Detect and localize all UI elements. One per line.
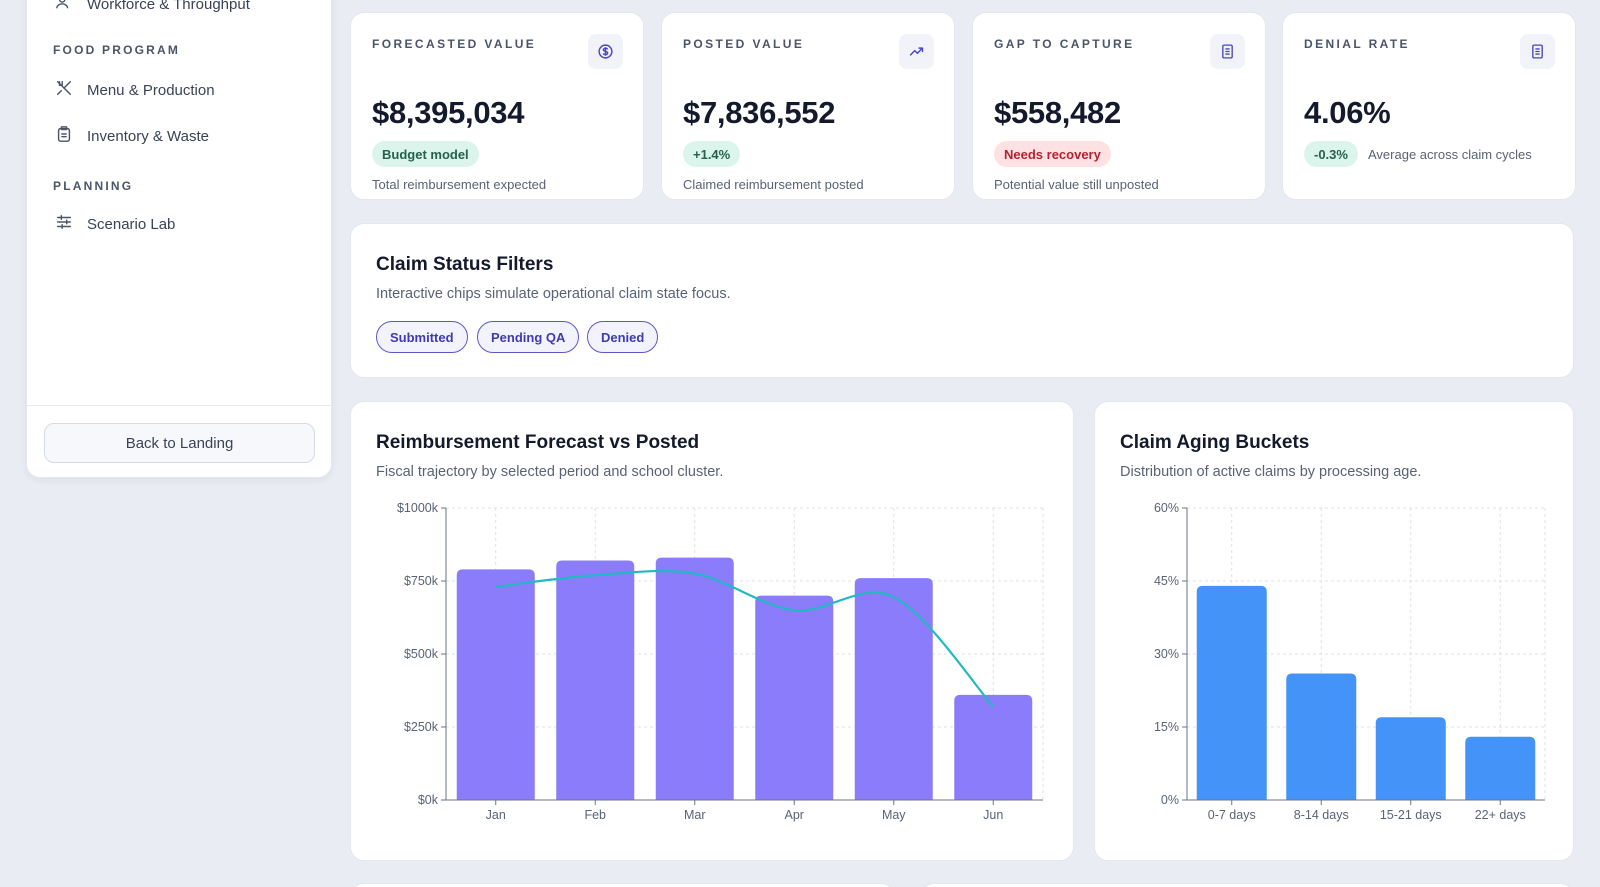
document-icon (1520, 34, 1555, 69)
x-tick-label: Feb (584, 808, 606, 822)
trending-up-icon (899, 34, 934, 69)
chart-title: Reimbursement Forecast vs Posted (376, 432, 700, 453)
next-card-peek (350, 883, 895, 887)
kpi-card-forecasted-value: FORECASTED VALUE $8,395,034 Budget model… (350, 12, 644, 200)
sidebar-item-label: Inventory & Waste (87, 127, 209, 145)
y-tick-label: $1000k (397, 501, 439, 515)
claim-aging-chart-card: Claim Aging Buckets Distribution of acti… (1094, 401, 1574, 861)
users-icon (55, 0, 73, 15)
x-tick-label: 22+ days (1475, 808, 1526, 822)
chart-title: Claim Aging Buckets (1120, 432, 1310, 453)
chart-subtitle: Distribution of active claims by process… (1120, 464, 1422, 480)
y-tick-label: $500k (404, 647, 439, 661)
filter-chip-submitted[interactable]: Submitted (376, 321, 468, 353)
chart-bar (755, 595, 834, 800)
chart-bar (456, 569, 535, 800)
x-tick-label: May (882, 808, 906, 822)
kpi-description: Claimed reimbursement posted (683, 177, 864, 192)
x-tick-label: Mar (684, 808, 706, 822)
kpi-description: Total reimbursement expected (372, 177, 547, 192)
utensils-icon (55, 79, 73, 101)
status-badge: Needs recovery (994, 141, 1111, 167)
status-badge: +1.4% (683, 141, 741, 167)
filter-chip-denied[interactable]: Denied (587, 321, 659, 353)
x-tick-label: 15-21 days (1380, 808, 1442, 822)
kpi-value: $558,482 (994, 95, 1121, 130)
section-title-planning: PLANNING (53, 179, 134, 193)
y-tick-label: 15% (1154, 720, 1179, 734)
chart-bar (1375, 717, 1446, 800)
kpi-value: $7,836,552 (683, 95, 836, 130)
y-tick-label: $0k (418, 793, 439, 807)
x-tick-label: Jun (983, 808, 1003, 822)
sidebar: Workforce & Throughput FOOD PROGRAM Menu… (26, 0, 332, 478)
y-tick-label: 30% (1154, 647, 1179, 661)
y-tick-label: 60% (1154, 501, 1179, 515)
chart-bar (854, 578, 933, 800)
document-icon (1210, 34, 1245, 69)
card-title: Claim Status Filters (376, 254, 554, 275)
sidebar-item-label: Menu & Production (87, 81, 215, 99)
back-to-landing-button[interactable]: Back to Landing (44, 423, 315, 463)
reimbursement-chart: $0k $250k $500k $750k $1000k Jan Feb Mar Apr May J… (397, 501, 1044, 822)
chart-bar (1465, 736, 1536, 800)
filter-chip-pending-qa[interactable]: Pending QA (477, 321, 580, 353)
x-tick-label: 8-14 days (1294, 808, 1349, 822)
kpi-card-gap-to-capture: GAP TO CAPTURE $558,482 Needs recovery P… (972, 12, 1266, 200)
sidebar-divider (27, 405, 331, 406)
chart-bar (655, 557, 734, 800)
kpi-label: GAP TO CAPTURE (994, 37, 1135, 51)
claim-aging-chart: 0% 15% 30% 45% 60% 0-7 days 8-14 days 15-21 day… (1154, 501, 1546, 822)
kpi-card-denial-rate: DENIAL RATE 4.06% -0.3% Average across c… (1282, 12, 1576, 200)
y-tick-label: 45% (1154, 574, 1179, 588)
kpi-description: Average across claim cycles (1368, 147, 1532, 162)
dollar-circle-icon (588, 34, 623, 69)
kpi-label: DENIAL RATE (1304, 37, 1410, 51)
sidebar-item-workforce[interactable]: Workforce & Throughput (55, 0, 250, 15)
claim-status-filters-card: Claim Status Filters Interactive chips s… (350, 223, 1574, 378)
y-tick-label: 0% (1161, 793, 1179, 807)
kpi-label: POSTED VALUE (683, 37, 805, 51)
sidebar-item-inventory-waste[interactable]: Inventory & Waste (55, 125, 209, 147)
next-card-peek (920, 883, 1574, 887)
x-tick-label: Apr (785, 808, 804, 822)
status-badge: -0.3% (1304, 141, 1358, 167)
y-tick-label: $250k (404, 720, 439, 734)
chart-subtitle: Fiscal trajectory by selected period and… (376, 464, 724, 480)
chart-bar (1196, 585, 1267, 800)
x-tick-label: Jan (486, 808, 506, 822)
chart-bar (556, 560, 635, 800)
kpi-value: 4.06% (1304, 95, 1391, 130)
kpi-card-posted-value: POSTED VALUE $7,836,552 +1.4% Claimed re… (661, 12, 955, 200)
chart-bar (1286, 673, 1357, 800)
kpi-value: $8,395,034 (372, 95, 525, 130)
sidebar-item-label: Workforce & Throughput (87, 0, 250, 13)
clipboard-icon (55, 125, 73, 147)
status-badge: Budget model (372, 141, 479, 167)
kpi-description: Potential value still unposted (994, 177, 1159, 192)
section-title-food-program: FOOD PROGRAM (53, 43, 181, 57)
sidebar-item-scenario-lab[interactable]: Scenario Lab (55, 213, 175, 235)
chart-bar (954, 694, 1033, 800)
sidebar-item-label: Scenario Lab (87, 215, 176, 233)
x-tick-label: 0-7 days (1208, 808, 1256, 822)
kpi-label: FORECASTED VALUE (372, 37, 537, 51)
sidebar-item-menu-production[interactable]: Menu & Production (55, 79, 215, 101)
y-tick-label: $750k (404, 574, 439, 588)
chart-line-posted (495, 569, 995, 708)
sliders-icon (55, 213, 73, 235)
reimbursement-chart-card: Reimbursement Forecast vs Posted Fiscal … (350, 401, 1074, 861)
card-subtitle: Interactive chips simulate operational c… (376, 286, 731, 302)
